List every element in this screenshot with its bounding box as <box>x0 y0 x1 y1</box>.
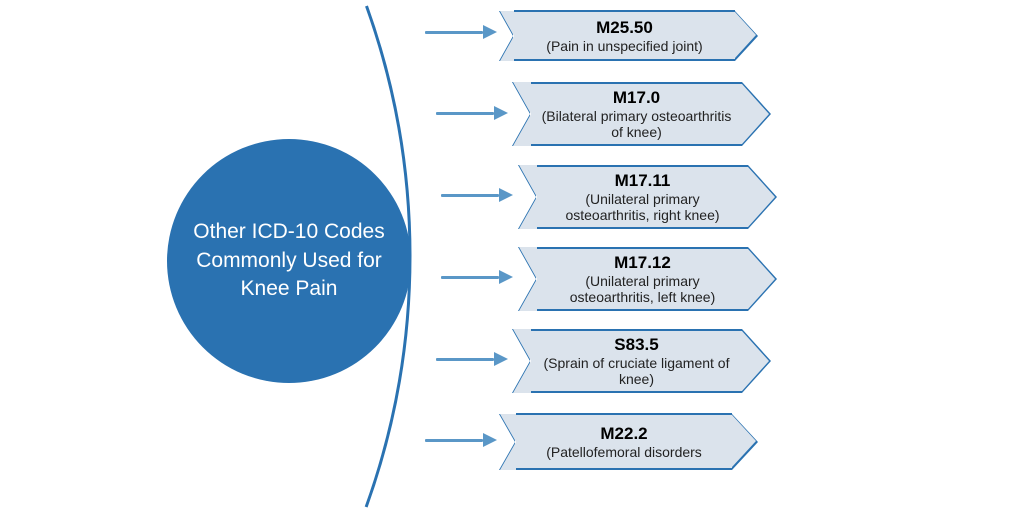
arrow-head-icon <box>483 25 497 39</box>
code-description: (Unilateral primary osteoarthritis, left… <box>547 273 738 305</box>
tag-body: M17.0(Bilateral primary osteoarthritis o… <box>531 82 742 146</box>
code-description: (Bilateral primary osteoarthritis of kne… <box>541 108 732 140</box>
tag-point-icon <box>748 165 777 229</box>
arrow-line <box>425 31 483 34</box>
tag-point-fill <box>748 167 775 227</box>
code-label: M25.50 <box>596 18 653 38</box>
arrow-line <box>436 358 494 361</box>
tag-notch-icon <box>500 414 516 470</box>
tag-point-fill <box>735 12 756 58</box>
arrow-4 <box>436 352 508 366</box>
code-description: (Pain in unspecified joint) <box>546 38 702 54</box>
tag-body: S83.5(Sprain of cruciate ligament of kne… <box>531 329 742 393</box>
code-description: (Unilateral primary osteoarthritis, righ… <box>547 191 738 223</box>
arrow-head-icon <box>494 352 508 366</box>
tag-point-icon <box>735 11 758 61</box>
code-tag-1: M17.0(Bilateral primary osteoarthritis o… <box>513 82 771 146</box>
code-label: M17.0 <box>613 88 660 108</box>
code-label: M17.12 <box>614 253 671 273</box>
tag-body: M17.12(Unilateral primary osteoarthritis… <box>537 247 748 311</box>
arrow-5 <box>425 433 497 447</box>
arrow-head-icon <box>499 188 513 202</box>
tag-point-icon <box>748 247 777 311</box>
code-tag-5: M22.2(Patellofemoral disorders <box>500 413 758 470</box>
tag-point-icon <box>732 414 758 470</box>
code-tag-3: M17.12(Unilateral primary osteoarthritis… <box>519 247 777 311</box>
code-label: S83.5 <box>614 335 658 355</box>
tag-point-fill <box>742 84 769 144</box>
code-description: (Sprain of cruciate ligament of knee) <box>541 355 732 387</box>
tag-point-fill <box>742 331 769 391</box>
hub-title: Other ICD-10 Codes Commonly Used for Kne… <box>191 218 387 303</box>
hub-circle: Other ICD-10 Codes Commonly Used for Kne… <box>167 139 411 383</box>
diagram-canvas: Other ICD-10 Codes Commonly Used for Kne… <box>0 0 1024 513</box>
tag-body: M25.50(Pain in unspecified joint) <box>514 10 735 61</box>
arrow-line <box>436 112 494 115</box>
tag-notch-icon <box>513 82 531 146</box>
tag-notch-icon <box>519 247 537 311</box>
tag-point-icon <box>742 329 771 393</box>
tag-point-fill <box>732 415 756 467</box>
code-label: M22.2 <box>600 424 647 444</box>
arrow-0 <box>425 25 497 39</box>
tag-notch-icon <box>513 329 531 393</box>
arrow-2 <box>441 188 513 202</box>
tag-notch-icon <box>519 165 537 229</box>
tag-point-icon <box>742 82 771 146</box>
code-tag-2: M17.11(Unilateral primary osteoarthritis… <box>519 165 777 229</box>
arrow-line <box>441 194 499 197</box>
arrow-head-icon <box>483 433 497 447</box>
code-tag-0: M25.50(Pain in unspecified joint) <box>500 10 758 61</box>
arrow-head-icon <box>494 106 508 120</box>
tag-notch-icon <box>500 11 514 61</box>
code-tag-4: S83.5(Sprain of cruciate ligament of kne… <box>513 329 771 393</box>
tag-body: M22.2(Patellofemoral disorders <box>516 413 732 470</box>
arrow-3 <box>441 270 513 284</box>
code-description: (Patellofemoral disorders <box>546 444 702 460</box>
arrow-line <box>441 276 499 279</box>
arrow-line <box>425 439 483 442</box>
arrow-1 <box>436 106 508 120</box>
code-label: M17.11 <box>615 171 671 191</box>
tag-body: M17.11(Unilateral primary osteoarthritis… <box>537 165 748 229</box>
arrow-head-icon <box>499 270 513 284</box>
tag-point-fill <box>748 249 775 309</box>
